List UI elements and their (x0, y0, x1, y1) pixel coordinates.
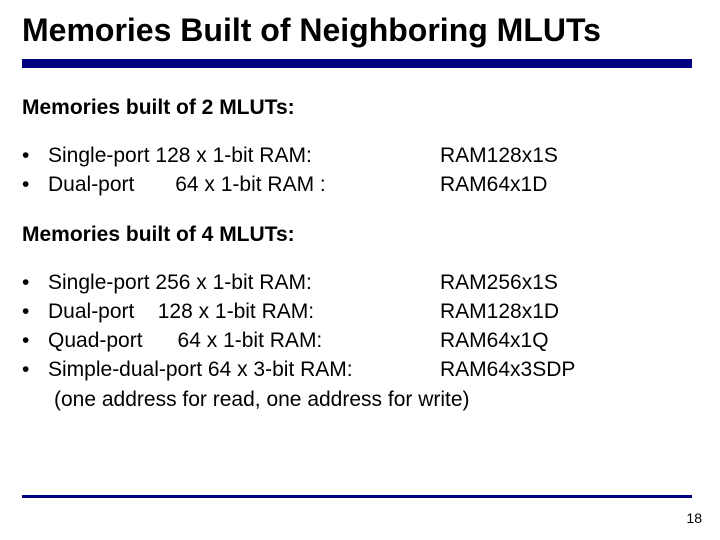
bullet-icon: • (22, 298, 48, 325)
section2-list: • Single-port 256 x 1-bit RAM: RAM256x1S… (22, 269, 698, 413)
list-item: • Dual-port 128 x 1-bit RAM: RAM128x1D (22, 298, 698, 325)
page-number: 18 (686, 510, 702, 526)
item-code: RAM256x1S (440, 269, 698, 296)
item-desc: Dual-port 128 x 1-bit RAM: (48, 298, 440, 325)
list-item: • Simple-dual-port 64 x 3-bit RAM: RAM64… (22, 356, 698, 383)
item-code: RAM64x1D (440, 171, 698, 198)
item-desc: Single-port 256 x 1-bit RAM: (48, 269, 440, 296)
bullet-icon: • (22, 356, 48, 383)
list-item: • Quad-port 64 x 1-bit RAM: RAM64x1Q (22, 327, 698, 354)
list-item: • Dual-port 64 x 1-bit RAM : RAM64x1D (22, 171, 698, 198)
item-code: RAM128x1D (440, 298, 698, 325)
item-desc: Dual-port 64 x 1-bit RAM : (48, 171, 440, 198)
list-item: • Single-port 128 x 1-bit RAM: RAM128x1S (22, 142, 698, 169)
bullet-icon: • (22, 269, 48, 296)
item-code: RAM64x1Q (440, 327, 698, 354)
item-code: RAM64x3SDP (440, 356, 698, 383)
list-item: • Single-port 256 x 1-bit RAM: RAM256x1S (22, 269, 698, 296)
bullet-icon: • (22, 171, 48, 198)
item-desc: Simple-dual-port 64 x 3-bit RAM: (48, 356, 440, 383)
section2-header: Memories built of 4 MLUTs: (22, 223, 698, 247)
bullet-icon: • (22, 142, 48, 169)
bullet-icon: • (22, 327, 48, 354)
section2-note: (one address for read, one address for w… (22, 386, 698, 413)
bottom-rule (22, 495, 692, 498)
section1-header: Memories built of 2 MLUTs: (22, 96, 698, 120)
item-desc: Quad-port 64 x 1-bit RAM: (48, 327, 440, 354)
title-rule (22, 59, 692, 68)
section1-list: • Single-port 128 x 1-bit RAM: RAM128x1S… (22, 142, 698, 199)
slide-title: Memories Built of Neighboring MLUTs (22, 12, 698, 49)
item-code: RAM128x1S (440, 142, 698, 169)
slide: Memories Built of Neighboring MLUTs Memo… (0, 0, 720, 540)
item-desc: Single-port 128 x 1-bit RAM: (48, 142, 440, 169)
